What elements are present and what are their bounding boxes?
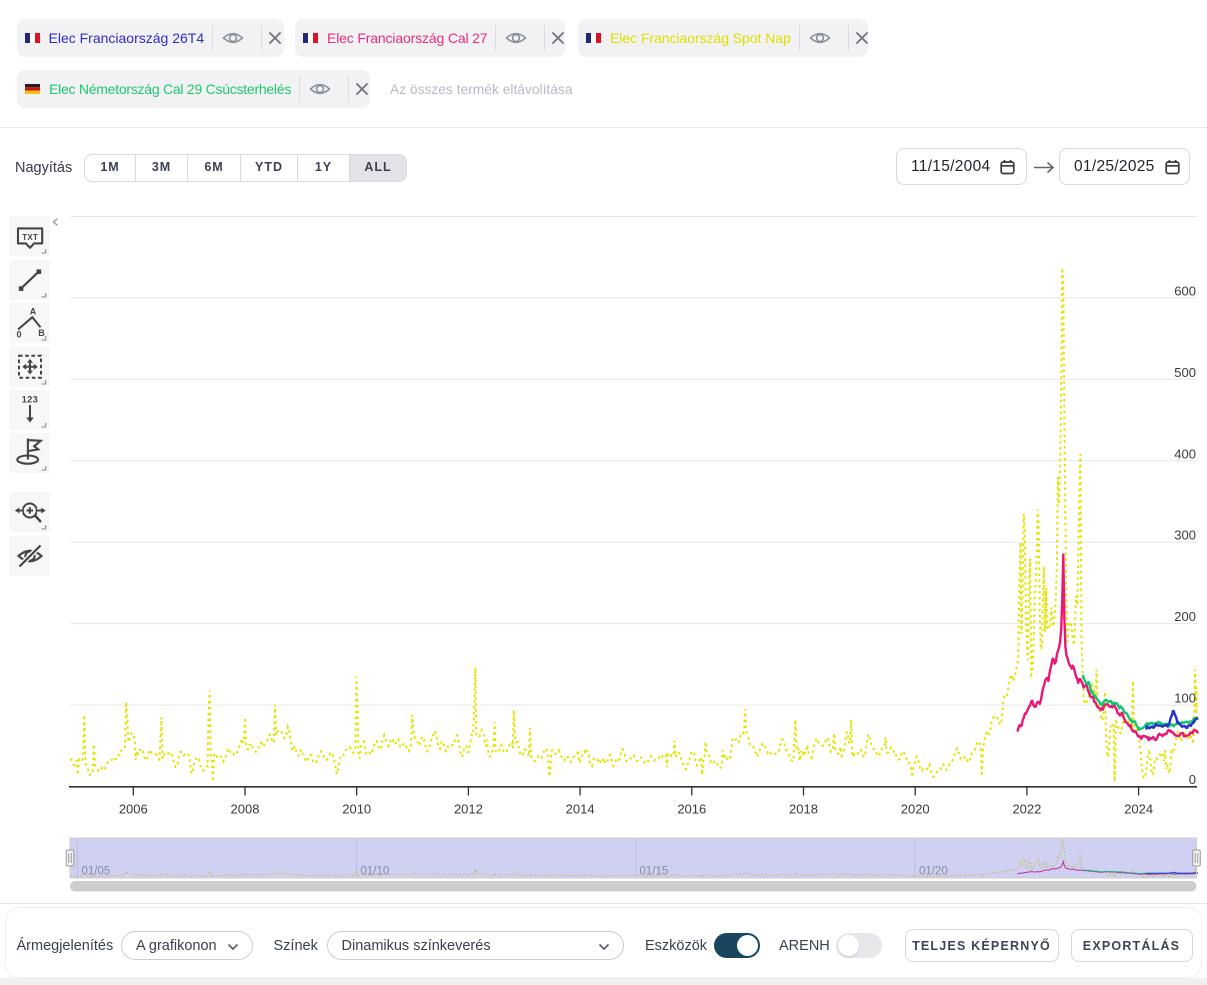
svg-text:01/15: 01/15 [640,866,669,878]
svg-text:B: B [38,328,45,338]
svg-text:500: 500 [1174,365,1196,380]
svg-text:2010: 2010 [342,802,371,817]
svg-text:100: 100 [1174,691,1196,706]
svg-text:2020: 2020 [901,802,930,817]
svg-text:2008: 2008 [231,802,260,817]
svg-text:2024: 2024 [1124,802,1153,817]
svg-text:01/10: 01/10 [361,866,390,878]
svg-text:400: 400 [1174,446,1196,461]
svg-text:123: 123 [22,395,39,405]
svg-text:0: 0 [1189,772,1196,787]
svg-text:A: A [30,307,37,317]
svg-text:01/20: 01/20 [919,866,948,878]
svg-text:TXT: TXT [22,233,38,242]
svg-text:2016: 2016 [677,802,706,817]
svg-text:600: 600 [1174,283,1196,298]
svg-text:2014: 2014 [566,802,595,817]
svg-text:2006: 2006 [119,802,148,817]
svg-text:01/05: 01/05 [82,866,111,878]
svg-text:300: 300 [1174,528,1196,543]
svg-text:0: 0 [16,330,21,340]
svg-text:2022: 2022 [1012,802,1041,817]
svg-text:200: 200 [1174,609,1196,624]
svg-text:2018: 2018 [789,802,818,817]
svg-text:2012: 2012 [454,802,483,817]
